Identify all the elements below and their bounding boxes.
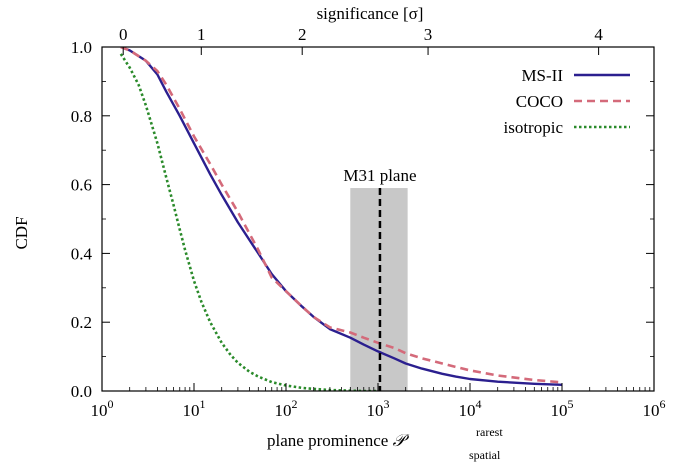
y-tick-label: 0.4 [71, 244, 93, 263]
y-tick-label: 0.2 [71, 313, 92, 332]
y-tick-label: 1.0 [71, 38, 92, 57]
x-tick-label: 106 [643, 397, 666, 420]
x-axis-title-sup: rarest [476, 425, 503, 439]
y-tick-label: 0.0 [71, 382, 92, 401]
annotation-label: M31 plane [343, 166, 416, 185]
top-axis-title: significance [σ] [317, 4, 424, 23]
y-tick-label: 0.6 [71, 176, 92, 195]
legend-label-isotropic: isotropic [504, 118, 564, 137]
x-tick-label: 100 [91, 397, 114, 420]
top-tick-label: 1 [197, 25, 206, 44]
series-line-ms-ii [120, 47, 563, 386]
top-tick-label: 4 [594, 25, 603, 44]
top-tick-label: 3 [424, 25, 433, 44]
series-line-isotropic [119, 53, 378, 391]
x-axis-title: plane prominence 𝒫 [267, 431, 410, 450]
series-group [119, 47, 563, 391]
top-tick-label: 2 [298, 25, 307, 44]
top-tick-label: 0 [119, 25, 128, 44]
y-tick-label: 0.8 [71, 107, 92, 126]
legend-label-coco: COCO [516, 92, 563, 111]
x-axis-title-sub: spatial [469, 448, 501, 462]
legend-label-ms-ii: MS-II [521, 66, 563, 85]
x-tick-label: 102 [275, 397, 298, 420]
x-tick-label: 104 [459, 397, 482, 420]
series-line-coco [120, 47, 563, 384]
x-tick-label: 103 [367, 397, 390, 420]
x-tick-label: 105 [551, 397, 574, 420]
x-tick-label: 101 [183, 397, 206, 420]
y-axis-title: CDF [12, 216, 31, 249]
